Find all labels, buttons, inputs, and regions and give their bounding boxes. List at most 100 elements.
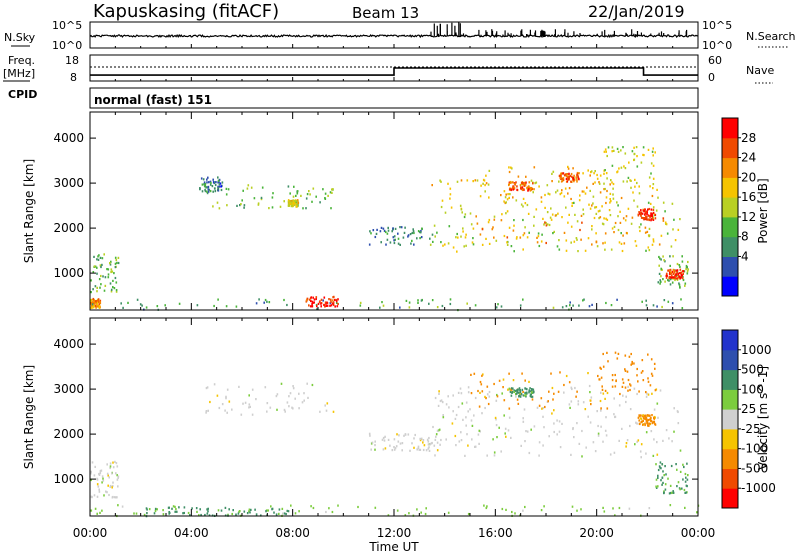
heatmap-cell <box>288 405 290 408</box>
heatmap-cell <box>567 167 570 170</box>
heatmap-cell <box>686 462 688 465</box>
heatmap-cell <box>117 504 119 507</box>
heatmap-cell <box>288 201 291 204</box>
heatmap-cell <box>515 237 518 240</box>
heatmap-cell <box>618 404 621 407</box>
heatmap-cell <box>553 409 555 412</box>
heatmap-cell <box>575 237 578 240</box>
colorbar-segment <box>722 256 738 277</box>
heatmap-cell <box>206 190 208 193</box>
heatmap-cell <box>527 212 530 215</box>
heatmap-cell <box>440 241 442 244</box>
heatmap-cell <box>528 185 530 188</box>
heatmap-cell <box>205 411 207 414</box>
heatmap-cell <box>592 441 595 444</box>
heatmap-cell <box>201 190 204 193</box>
heatmap-cell <box>570 172 573 176</box>
heatmap-cell <box>387 514 390 517</box>
heatmap-cell <box>272 192 274 195</box>
heatmap-cell <box>91 461 94 464</box>
heatmap-cell <box>519 236 522 239</box>
heatmap-cell <box>501 392 503 395</box>
heatmap-cell <box>286 303 288 307</box>
heatmap-cell <box>545 224 548 227</box>
heatmap-cell <box>525 393 527 396</box>
heatmap-cell <box>683 488 686 492</box>
heatmap-cell <box>225 187 228 190</box>
heatmap-cell <box>640 216 643 219</box>
heatmap-cell <box>652 211 655 214</box>
heatmap-cell <box>648 414 651 417</box>
heatmap-cell <box>652 147 654 150</box>
heatmap-cell <box>276 393 279 396</box>
heatmap-cell <box>595 232 597 235</box>
heatmap-cell <box>664 488 667 491</box>
heatmap-cell <box>315 303 318 307</box>
heatmap-cell <box>662 470 664 473</box>
heatmap-cell <box>333 298 336 301</box>
power-ylabel: Slant Range [km] <box>22 159 36 263</box>
freq-trace <box>90 67 698 76</box>
heatmap-cell <box>530 428 532 431</box>
heatmap-cell <box>206 186 208 189</box>
heatmap-cell <box>680 274 683 277</box>
heatmap-cell <box>650 208 653 211</box>
heatmap-cell <box>296 192 299 195</box>
heatmap-cell <box>573 178 576 181</box>
heatmap-cell <box>287 201 290 204</box>
heatmap-cell <box>659 461 662 464</box>
heatmap-cell <box>677 422 680 425</box>
heatmap-cell <box>669 491 672 495</box>
heatmap-cell <box>380 241 382 244</box>
heatmap-cell <box>491 228 494 231</box>
heatmap-cell <box>547 400 549 403</box>
heatmap-cell <box>112 466 115 469</box>
heatmap-cell <box>303 399 305 402</box>
heatmap-cell <box>642 217 645 220</box>
heatmap-cell <box>218 178 221 181</box>
heatmap-cell <box>464 236 467 239</box>
heatmap-cell <box>609 201 611 204</box>
heatmap-cell <box>631 362 633 365</box>
heatmap-cell <box>253 197 256 200</box>
heatmap-cell <box>639 229 641 233</box>
heatmap-cell <box>508 416 511 419</box>
heatmap-cell <box>597 434 600 437</box>
heatmap-cell <box>404 226 406 229</box>
heatmap-cell <box>573 180 575 183</box>
heatmap-cell <box>606 407 609 410</box>
heatmap-cell <box>485 506 488 510</box>
heatmap-cell <box>389 444 391 447</box>
heatmap-cell <box>419 437 421 440</box>
heatmap-cell <box>108 476 110 479</box>
heatmap-cell <box>460 431 462 434</box>
heatmap-cell <box>565 249 568 252</box>
heatmap-cell <box>610 304 613 307</box>
heatmap-cell <box>275 513 278 516</box>
heatmap-cell <box>646 230 649 233</box>
heatmap-cell <box>316 305 318 308</box>
heatmap-cell <box>536 406 539 409</box>
heatmap-cell <box>528 231 530 234</box>
heatmap-cell <box>675 277 677 280</box>
heatmap-cell <box>326 402 329 405</box>
colorbar-segment <box>722 409 738 430</box>
heatmap-cell <box>584 408 587 411</box>
heatmap-cell <box>554 214 557 217</box>
heatmap-cell <box>296 199 299 202</box>
cpid-panel: normal (fast) 151 CPID <box>8 87 699 109</box>
heatmap-cell <box>596 245 599 248</box>
colorbar-tick-label: -1000 <box>741 481 776 495</box>
heatmap-cell <box>652 238 655 241</box>
heatmap-cell <box>581 221 583 224</box>
heatmap-cell <box>569 406 571 409</box>
heatmap-cell <box>330 304 333 307</box>
heatmap-cell <box>640 371 643 374</box>
heatmap-cell <box>619 221 622 224</box>
heatmap-cell <box>524 379 526 382</box>
heatmap-cell <box>659 466 661 469</box>
heatmap-cell <box>249 511 251 514</box>
x-tick-label: 08:00 <box>275 526 310 540</box>
heatmap-cell <box>531 395 534 398</box>
heatmap-cell <box>681 260 684 263</box>
